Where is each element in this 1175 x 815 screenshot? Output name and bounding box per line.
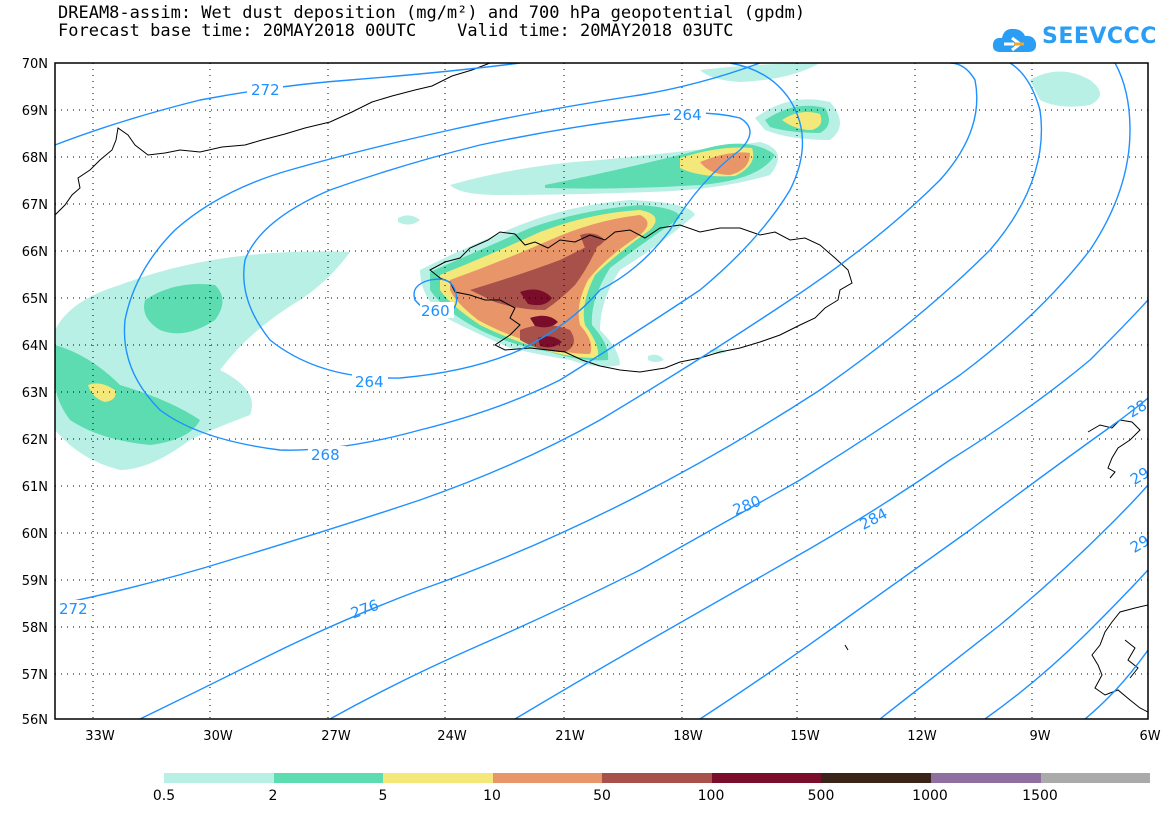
contour-label: 29 <box>1127 532 1153 557</box>
lat-label: 69N <box>22 104 48 119</box>
contour-label: 284 <box>857 504 891 533</box>
lon-label: 21W <box>555 729 585 744</box>
legend-label: 5 <box>378 788 388 804</box>
lon-label: 18W <box>673 729 703 744</box>
logo-text: SEEVCCC <box>1042 24 1157 49</box>
lat-label: 67N <box>22 198 48 213</box>
lat-label: 62N <box>22 433 48 448</box>
cloud-icon <box>992 28 1037 52</box>
lon-label: 24W <box>437 729 467 744</box>
contour-label: 276 <box>348 596 381 623</box>
lat-label: 61N <box>22 480 48 495</box>
lon-label: 12W <box>907 729 937 744</box>
lat-label: 57N <box>22 668 48 683</box>
legend-label: 0.5 <box>152 788 176 804</box>
lon-label: 33W <box>85 729 115 744</box>
legend-label: 1000 <box>912 788 948 804</box>
legend-swatch <box>273 773 384 783</box>
lat-label: 56N <box>22 713 48 728</box>
contour-label: 272 <box>59 600 88 618</box>
legend-swatch <box>1040 773 1151 783</box>
legend-label: 1500 <box>1022 788 1058 804</box>
contour-label: 264 <box>355 373 384 391</box>
legend-label: 100 <box>697 788 725 804</box>
lat-label: 64N <box>22 339 48 354</box>
lat-label: 59N <box>22 574 48 589</box>
lat-label: 58N <box>22 621 48 636</box>
geopotential-contours <box>55 63 1148 719</box>
plot-frame <box>54 62 1149 720</box>
lat-label: 63N <box>22 386 48 401</box>
lat-label: 65N <box>22 292 48 307</box>
lat-label: 60N <box>22 527 48 542</box>
legend-label: 500 <box>807 788 835 804</box>
legend-label: 10 <box>483 788 501 804</box>
legend-swatch <box>930 773 1041 783</box>
legend-swatch <box>164 773 274 783</box>
contour-label: 268 <box>311 446 340 464</box>
dust-field <box>55 63 1100 470</box>
contour-label: 272 <box>251 81 280 99</box>
lon-label: 15W <box>790 729 820 744</box>
lat-label: 70N <box>22 57 48 72</box>
lon-label: 9W <box>1029 729 1050 744</box>
legend-swatch <box>492 773 603 783</box>
lon-label: 6W <box>1139 729 1160 744</box>
legend-swatch <box>383 773 493 783</box>
legend-swatch <box>821 773 931 783</box>
chart-title: DREAM8-assim: Wet dust deposition (mg/m²… <box>58 3 806 23</box>
contour-label: 280 <box>730 492 763 519</box>
longitude-labels: 33W 30W 27W 24W 21W 18W 15W 12W 9W 6W <box>85 729 1160 744</box>
contour-label: 264 <box>673 106 702 124</box>
lat-label: 66N <box>22 245 48 260</box>
graticule <box>55 63 1148 719</box>
contour-label: 29 <box>1127 464 1153 489</box>
latitude-labels: 70N 69N 68N 67N 66N 65N 64N 63N 62N 61N … <box>22 57 48 728</box>
lon-label: 27W <box>321 729 351 744</box>
color-legend <box>164 773 1151 783</box>
legend-label: 2 <box>268 788 278 804</box>
contour-label: 260 <box>421 302 450 320</box>
lat-label: 68N <box>22 151 48 166</box>
legend-swatch <box>602 773 712 783</box>
chart-subtitle: Forecast base time: 20MAY2018 00UTC Vali… <box>58 21 734 41</box>
legend-swatch <box>711 773 822 783</box>
lon-label: 30W <box>203 729 233 744</box>
legend-label: 50 <box>593 788 611 804</box>
map: 272 264 260 264 268 272 276 280 284 28 2… <box>22 57 1161 744</box>
coastline <box>55 63 1148 713</box>
